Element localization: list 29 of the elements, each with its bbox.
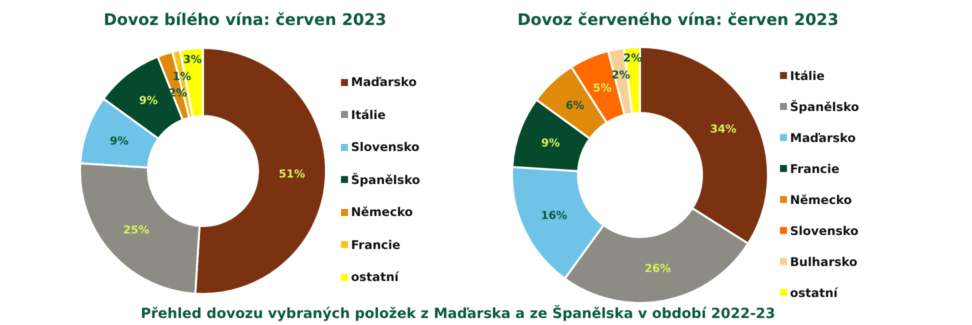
legend-label: Slovensko	[351, 140, 420, 154]
legend-label: Německo	[351, 205, 413, 220]
data-label: 34%	[710, 122, 736, 136]
data-label: 9%	[110, 134, 129, 148]
data-label: 9%	[139, 94, 158, 108]
data-label: 25%	[123, 223, 150, 236]
legend-label: Francie	[790, 162, 840, 176]
data-label: 16%	[540, 208, 568, 222]
data-label: 51%	[278, 167, 306, 180]
legend-label: Slovensko	[790, 224, 859, 238]
data-label: 5%	[592, 81, 612, 94]
text: Přehled dovozu vybraných položek z Maďarska a ze Španělska v období 2022-23	[140, 306, 776, 322]
legend-label: Španělsko	[351, 172, 420, 187]
legend-label: Španělsko	[790, 100, 860, 114]
legend-label: ostatní	[351, 270, 399, 284]
legend-label: Německo	[790, 192, 852, 206]
data-label: 26%	[644, 262, 671, 275]
legend-label: Maďarsko	[790, 130, 856, 144]
legend-label: Maďarsko	[351, 75, 417, 90]
data-label: 6%	[566, 99, 584, 112]
legend-label: ostatní	[790, 286, 838, 300]
data-label: 9%	[541, 136, 560, 150]
chart-title: Dovoz červeného vína: červen 2023	[516, 10, 840, 29]
legend-label: Bulharsko	[790, 254, 858, 268]
legend-label: Itálie	[790, 68, 825, 82]
legend-label: Itálie	[351, 108, 386, 122]
legend-label: Francie	[351, 238, 400, 252]
chart-title: Dovoz bílého vína: červen 2023	[102, 10, 388, 29]
data-label: 3%	[183, 52, 202, 66]
